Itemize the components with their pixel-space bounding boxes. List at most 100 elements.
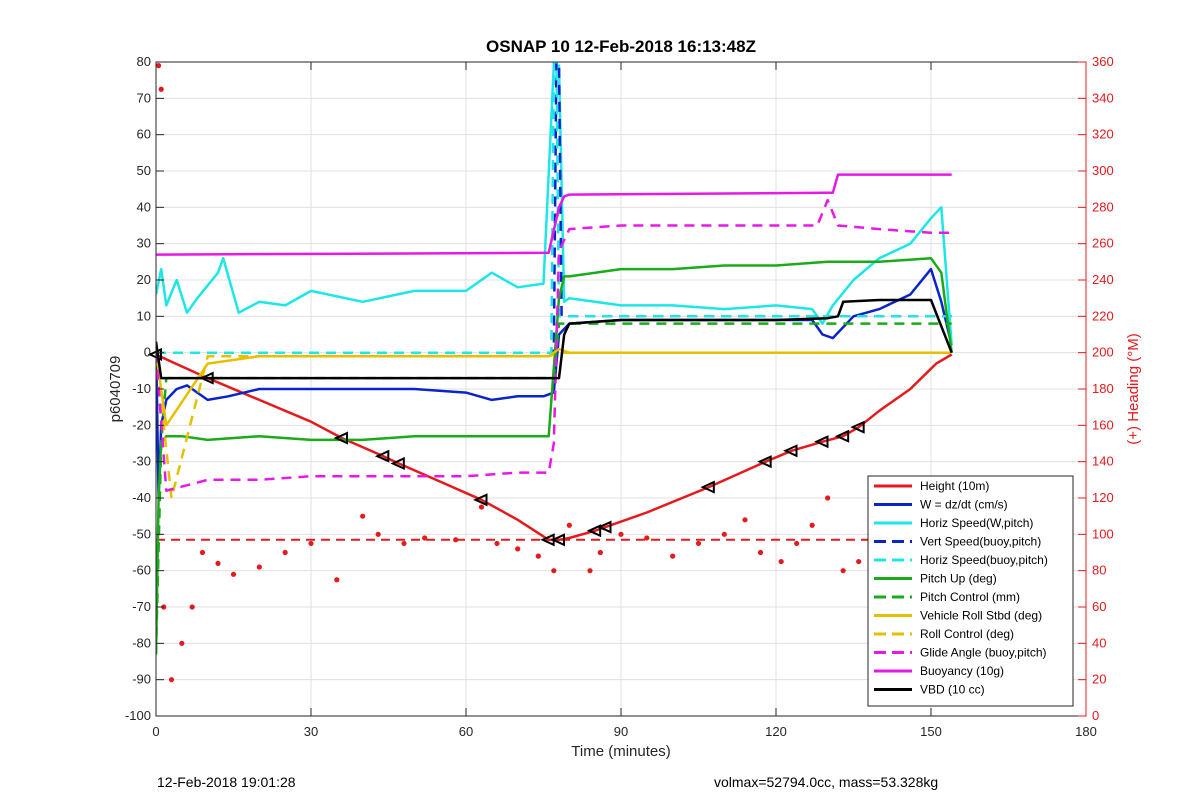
heading-point [308,540,314,547]
y2-tick-label: 60 [1092,599,1106,614]
heading-point [721,531,727,537]
y-tick-label: -100 [125,708,151,723]
heading-point [597,549,603,556]
heading-point [742,517,748,523]
heading-point [670,553,676,559]
heading-point [757,549,764,556]
heading-point [156,63,162,69]
height-marker [374,449,390,463]
heading-point [230,571,237,577]
y2-tick-label: 260 [1092,236,1114,251]
y2-tick-label: 160 [1092,417,1114,432]
series-line-pitch-up-deg [156,256,953,655]
heading-point [168,677,175,683]
y-tick-label: -40 [132,490,151,505]
height-marker [850,420,865,434]
heading-point [644,535,650,541]
heading-point [360,513,366,519]
legend-entry: Buoyancy (10g) [920,664,1004,678]
series-lines [156,62,953,655]
legend-entry: VBD (10 cc) [920,683,985,697]
y2-tick-label: 0 [1092,708,1099,723]
footer-volmax-mass: volmax=52794.0cc, mass=53.328kg [714,774,939,790]
y-tick-label: -70 [132,599,151,614]
heading-point [401,540,407,547]
heading-point [453,537,459,543]
y2-axis-label: (+) Heading (°M) [1125,333,1142,444]
y-tick-label: -50 [132,526,151,541]
heading-point [422,535,428,541]
y2-tick-label: 40 [1092,635,1106,650]
y-axis-label: p6040709 [107,356,124,423]
heading-point [809,522,815,528]
x-tick-label: 150 [920,724,942,739]
heading-point [478,504,485,510]
heading-point [618,531,624,537]
heading-point [179,640,185,646]
y2-tick-label: 200 [1092,345,1114,360]
y-tick-label: 20 [137,272,151,287]
y2-tick-label: 300 [1092,163,1114,178]
y2-tick-label: 280 [1092,199,1114,214]
y2-tick-label: 360 [1092,54,1114,69]
heading-point [856,558,862,565]
y2-tick-label: 80 [1092,563,1106,578]
legend-entry: Pitch Control (mm) [920,590,1020,604]
heading-point [282,549,288,556]
legend-entry: Vert Speed(buoy,pitch) [920,535,1041,549]
heading-point [515,546,521,552]
heading-point [695,540,702,547]
x-tick-label: 120 [765,724,787,739]
series-line-horiz-speed-buoy-pitch [156,62,952,354]
heading-point [566,522,572,528]
y2-tick-label: 140 [1092,454,1114,469]
series-line-horiz-speed-w-pitch [156,64,953,346]
heading-point [794,540,800,547]
heading-point [825,495,831,501]
series-line-roll-control-deg [156,351,952,500]
x-axis-label: Time (minutes) [571,743,670,760]
x-tick-label: 90 [614,724,628,739]
heading-point [840,568,846,574]
y2-tick-label: 100 [1092,526,1114,541]
heading-point [158,86,164,92]
heading-point [778,558,784,565]
series-line-buoyancy-10g [156,173,952,256]
heading-point [256,564,262,570]
y2-tick-label: 340 [1092,90,1114,105]
series-line-pitch-control-mm [156,322,952,655]
y2-tick-label: 120 [1092,490,1114,505]
y2-tick-label: 320 [1092,127,1114,142]
legend-entry: Horiz Speed(W,pitch) [920,516,1033,530]
y-tick-label: -30 [132,454,151,469]
legend-entry: Roll Control (deg) [920,627,1014,641]
legend-entry: W = dz/dt (cm/s) [920,498,1008,512]
height-marker [333,431,348,445]
y2-tick-label: 220 [1092,308,1114,323]
y-tick-label: 70 [137,90,151,105]
y-tick-label: 40 [137,199,151,214]
y2-tick-label: 240 [1092,272,1114,287]
x-tick-label: 180 [1075,724,1097,739]
y-tick-label: -80 [132,635,151,650]
y2-tick-label: 20 [1092,672,1106,687]
heading-point [215,560,221,567]
height-marker [597,520,612,534]
y-tick-label: -20 [132,417,151,432]
heading-point [189,604,195,610]
series-line-height-10m [156,353,953,542]
y-tick-label: -90 [132,672,151,687]
y-tick-label: 50 [137,163,151,178]
heading-point [587,568,593,574]
height-marker [550,533,565,547]
y-tick-label: 30 [137,236,151,251]
footer-timestamp: 12-Feb-2018 19:01:28 [157,774,296,790]
chart-title: OSNAP 10 12-Feb-2018 16:13:48Z [486,37,756,56]
height-marker [199,371,214,385]
height-marker [783,444,798,458]
height-marker [473,493,488,507]
x-tick-label: 0 [152,724,159,739]
y2-tick-label: 180 [1092,381,1114,396]
y-tick-label: 80 [137,54,151,69]
heading-point [551,568,557,574]
